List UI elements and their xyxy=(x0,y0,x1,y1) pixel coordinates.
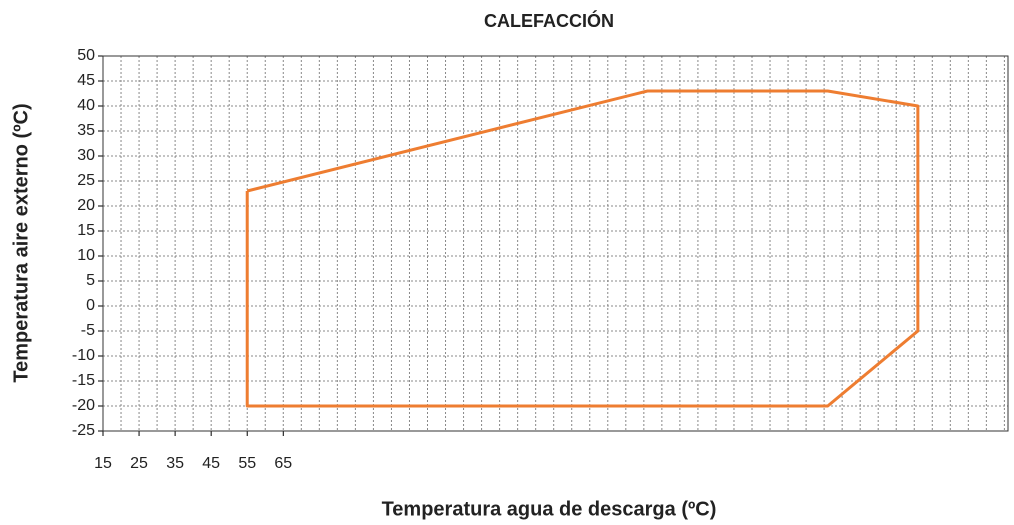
y-tick-label: 0 xyxy=(86,297,95,314)
y-tick-label: 30 xyxy=(77,147,95,164)
y-tick-label: 25 xyxy=(77,172,95,189)
y-tick-label: 40 xyxy=(77,97,95,114)
x-tick-label: 15 xyxy=(94,455,112,472)
x-tick-label: 35 xyxy=(166,455,184,472)
plot-frame xyxy=(102,55,1009,432)
y-axis-label: Temperatura aire externo (ºC) xyxy=(10,103,32,382)
y-tick-label: -20 xyxy=(72,397,95,414)
envelope-line xyxy=(245,89,920,408)
y-tick-label: -25 xyxy=(72,422,95,439)
y-tick-label: 45 xyxy=(77,72,95,89)
x-tick-label: 65 xyxy=(274,455,292,472)
y-tick-label: -15 xyxy=(72,372,95,389)
y-tick-label: -5 xyxy=(81,322,95,339)
y-tick-label: 10 xyxy=(77,247,95,264)
y-tick-label: -10 xyxy=(72,347,95,364)
x-tick-label: 45 xyxy=(202,455,220,472)
y-tick-label: 20 xyxy=(77,197,95,214)
x-tick-label: 55 xyxy=(238,455,256,472)
y-tick-label: 50 xyxy=(77,47,95,64)
x-axis-label: Temperatura agua de descarga (ºC) xyxy=(382,498,717,520)
y-tick-label: 35 xyxy=(77,122,95,139)
y-tick-label: 15 xyxy=(77,222,95,239)
y-tick-label: 5 xyxy=(86,272,95,289)
chart-title: CALEFACCIÓN xyxy=(484,10,614,31)
x-tick-label: 25 xyxy=(130,455,148,472)
